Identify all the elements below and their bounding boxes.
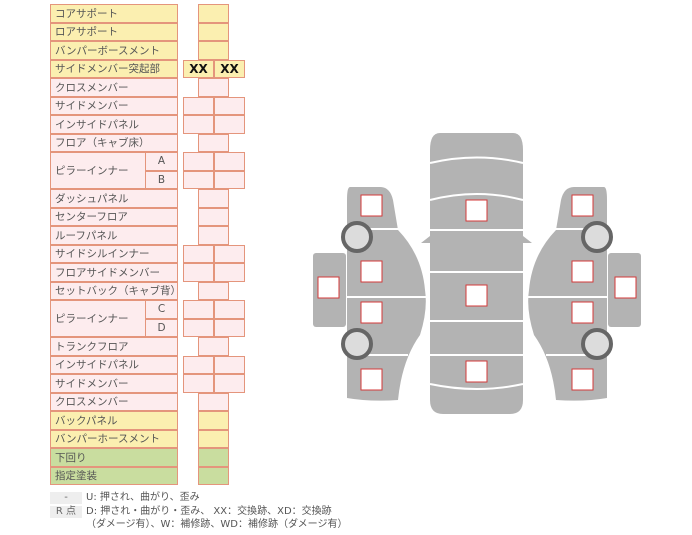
sub-label: B [145,170,178,189]
row-label: クロスメンバー [50,78,178,97]
row-label: サイドシルインナー [50,244,178,263]
row-label: クロスメンバー [50,392,178,411]
row-label: トランクフロア [50,337,178,356]
legend-text: U: 押され、曲がり、歪み [86,492,200,503]
row-label: バンパーホースメント [50,429,178,448]
row-label: インサイドパネル [50,115,178,134]
grade-cell[interactable] [198,466,229,485]
row-label: サイドメンバー突起部 [50,59,178,78]
grade-cell[interactable] [198,4,229,23]
grade-cell[interactable] [198,281,229,300]
grade-cell[interactable] [183,300,214,319]
grade-cell[interactable] [214,152,245,171]
grade-cell[interactable] [214,300,245,319]
row-label: ルーフパネル [50,226,178,245]
grade-cell[interactable] [214,170,245,189]
grade-cell[interactable] [198,207,229,226]
grade-cell[interactable] [183,96,214,115]
grade-cell[interactable] [198,411,229,430]
grade-cell[interactable] [183,244,214,263]
grade-cell[interactable] [198,22,229,41]
grade-cell[interactable] [214,374,245,393]
car-side-view-left [313,187,426,401]
grade-cell[interactable]: XX [214,59,245,78]
grade-cell[interactable]: XX [183,59,214,78]
grade-cell[interactable] [183,115,214,134]
row-label: インサイドパネル [50,355,178,374]
grade-cell[interactable] [183,263,214,282]
grade-cell[interactable] [214,115,245,134]
grade-cell[interactable] [214,318,245,337]
grade-cell[interactable] [183,374,214,393]
row-label: バンパーボースメント [50,41,178,60]
grade-cell[interactable] [198,392,229,411]
grade-cell[interactable] [183,355,214,374]
row-label: セットバック（キャブ背） [50,281,181,300]
row-label: ロアサポート [50,22,178,41]
grade-cell[interactable] [198,41,229,60]
grade-cell[interactable] [183,170,214,189]
grade-cell[interactable] [214,263,245,282]
grade-cell[interactable] [198,226,229,245]
grade-cell[interactable] [198,337,229,356]
grade-cell[interactable] [198,429,229,448]
legend-key: R 点 [50,506,82,518]
row-label: 指定塗装 [50,466,178,485]
grade-cell[interactable] [183,152,214,171]
row-label: コアサポート [50,4,178,23]
row-label: ダッシュパネル [50,189,178,208]
row-label: フロアサイドメンバー [50,263,178,282]
car-top-view [421,133,532,414]
grade-cell[interactable] [183,318,214,337]
grade-cell[interactable] [198,133,229,152]
row-label: センターフロア [50,207,178,226]
grade-cell[interactable] [214,96,245,115]
row-label: バックパネル [50,411,178,430]
sub-label: D [145,318,178,337]
row-label: サイドメンバー [50,96,178,115]
grade-cell[interactable] [214,355,245,374]
sub-label: A [145,152,178,171]
legend-text: D: 押され・曲がり・歪み、 XX：交換跡、XD：交換跡 [86,506,332,517]
sub-label: C [145,300,178,319]
grade-cell[interactable] [198,189,229,208]
row-label: 下回り [50,448,178,467]
row-label: サイドメンバー [50,374,178,393]
row-label: フロア（キャブ床） [50,133,178,152]
grade-cell[interactable] [198,78,229,97]
car-side-view-right [526,185,643,403]
legend-text: （ダメージ有）、W：補修跡、WD：補修跡（ダメージ有） [86,519,348,530]
grade-cell[interactable] [214,244,245,263]
grade-cell[interactable] [198,448,229,467]
legend-key: - [50,492,82,504]
